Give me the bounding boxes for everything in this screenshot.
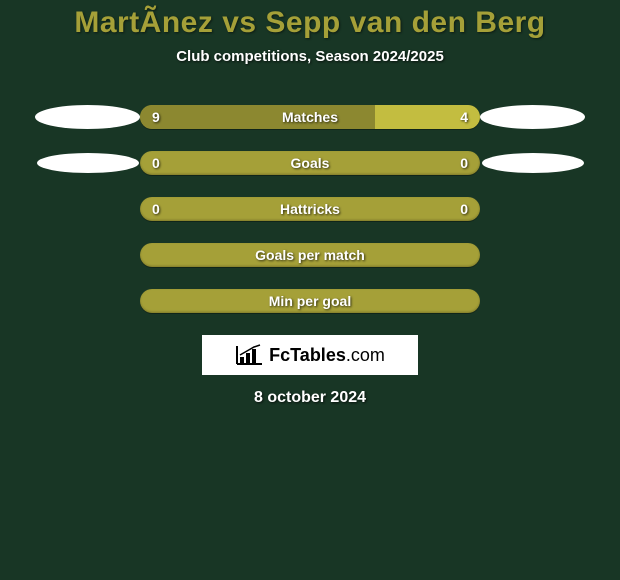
stat-row: 94Matches <box>0 105 620 129</box>
right-badge-slot <box>480 105 585 129</box>
chart-icon <box>235 344 263 366</box>
value-left: 0 <box>152 151 160 175</box>
stat-label: Min per goal <box>140 289 480 313</box>
left-badge-slot <box>35 153 140 173</box>
source-logo: FcTables.com <box>202 335 418 375</box>
player-badge-left <box>37 153 139 173</box>
value-left: 9 <box>152 105 160 129</box>
stat-row: Min per goal <box>0 289 620 313</box>
stat-rows-container: 94Matches00Goals00HattricksGoals per mat… <box>0 105 620 313</box>
logo-text-light: .com <box>346 345 385 365</box>
value-left: 0 <box>152 197 160 221</box>
stat-row: 0 0Goals <box>0 151 620 175</box>
logo-text-bold: FcTables <box>269 345 346 365</box>
value-right: 0 <box>460 197 468 221</box>
stat-label: Hattricks <box>140 197 480 221</box>
right-badge-slot <box>480 153 585 173</box>
stat-bar: 0 0Hattricks <box>140 197 480 221</box>
stat-bar: 94Matches <box>140 105 480 129</box>
logo-text: FcTables.com <box>269 345 385 366</box>
page-subtitle: Club competitions, Season 2024/2025 <box>0 48 620 65</box>
stat-bar: 0 0Goals <box>140 151 480 175</box>
stat-bar: Goals per match <box>140 243 480 267</box>
player-badge-right <box>482 153 584 173</box>
comparison-panel: MartÃ­nez vs Sepp van den Berg Club comp… <box>0 0 620 407</box>
value-right: 4 <box>460 105 468 129</box>
stat-row: 0 0Hattricks <box>0 197 620 221</box>
stat-label: Goals per match <box>140 243 480 267</box>
left-badge-slot <box>35 105 140 129</box>
player-badge-right <box>480 105 585 129</box>
value-right: 0 <box>460 151 468 175</box>
page-title: MartÃ­nez vs Sepp van den Berg <box>0 6 620 40</box>
stat-label: Goals <box>140 151 480 175</box>
stat-row: Goals per match <box>0 243 620 267</box>
bar-fill-left <box>140 105 375 129</box>
stat-bar: Min per goal <box>140 289 480 313</box>
player-badge-left <box>35 105 140 129</box>
date-stamp: 8 october 2024 <box>0 389 620 407</box>
